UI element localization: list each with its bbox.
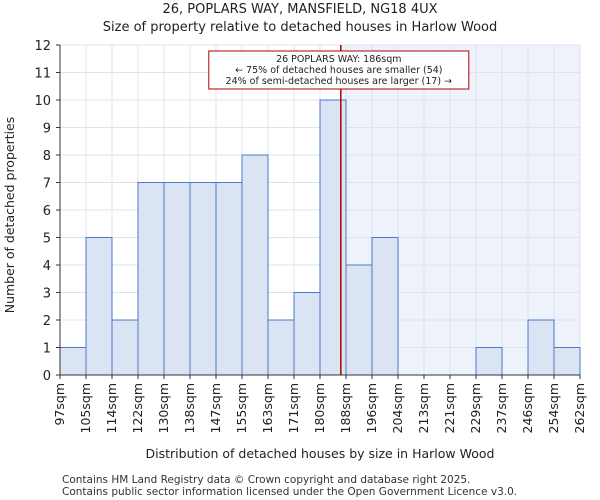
x-tick-label: 155sqm bbox=[234, 383, 249, 433]
histogram-bar bbox=[345, 264, 373, 376]
x-tick-label: 114sqm bbox=[104, 383, 119, 433]
y-tick-label: 2 bbox=[43, 314, 51, 329]
y-tick-label: 12 bbox=[34, 39, 51, 54]
x-tick-label: 188sqm bbox=[338, 383, 353, 433]
footer-licence: Contains public sector information licen… bbox=[62, 486, 518, 498]
histogram-bar bbox=[137, 182, 165, 376]
y-tick-label: 4 bbox=[43, 259, 51, 274]
x-axis-label: Distribution of detached houses by size … bbox=[146, 446, 495, 461]
histogram-bar bbox=[371, 237, 399, 376]
x-tick-label: 163sqm bbox=[260, 383, 275, 433]
annotation-line: ← 75% of detached houses are smaller (54… bbox=[235, 65, 442, 76]
x-tick-label: 97sqm bbox=[52, 383, 67, 426]
y-tick-label: 9 bbox=[43, 122, 51, 137]
y-tick-label: 10 bbox=[34, 94, 51, 109]
x-tick-label: 246sqm bbox=[520, 383, 535, 433]
annotation-line: 24% of semi-detached houses are larger (… bbox=[226, 76, 453, 87]
histogram-bar bbox=[189, 182, 217, 376]
histogram-bar bbox=[163, 182, 191, 376]
x-tick-label: 130sqm bbox=[156, 383, 171, 433]
x-tick-label: 254sqm bbox=[546, 383, 561, 433]
x-tick-label: 138sqm bbox=[182, 383, 197, 433]
x-tick-label: 213sqm bbox=[416, 383, 431, 433]
y-tick-label: 6 bbox=[43, 204, 51, 219]
x-tick-label: 237sqm bbox=[494, 383, 509, 433]
annotation-line: 26 POPLARS WAY: 186sqm bbox=[276, 54, 401, 65]
annotation-box bbox=[208, 50, 470, 90]
histogram-bar bbox=[85, 237, 113, 376]
x-tick-label: 171sqm bbox=[286, 383, 301, 433]
y-tick-label: 3 bbox=[43, 287, 51, 302]
histogram-bar bbox=[111, 319, 139, 376]
y-tick-label: 1 bbox=[43, 342, 51, 357]
histogram-bar bbox=[553, 347, 581, 376]
y-axis-label: Number of detached properties bbox=[2, 117, 17, 314]
y-tick-label: 11 bbox=[34, 67, 51, 82]
footer-copyright: Contains HM Land Registry data © Crown c… bbox=[62, 474, 471, 486]
x-tick-label: 180sqm bbox=[312, 383, 327, 433]
x-tick-label: 204sqm bbox=[390, 383, 405, 433]
x-tick-label: 147sqm bbox=[208, 383, 223, 433]
x-tick-label: 262sqm bbox=[572, 383, 587, 433]
chart-title: 26, POPLARS WAY, MANSFIELD, NG18 4UX bbox=[162, 2, 438, 17]
x-tick-label: 196sqm bbox=[364, 383, 379, 433]
histogram-bar bbox=[475, 347, 503, 376]
y-tick-label: 8 bbox=[43, 149, 51, 164]
histogram-bar bbox=[59, 347, 87, 376]
histogram-bar bbox=[241, 154, 269, 376]
y-tick-label: 7 bbox=[43, 177, 51, 192]
x-tick-label: 105sqm bbox=[78, 383, 93, 433]
histogram-bar bbox=[293, 292, 321, 376]
histogram-bar bbox=[527, 319, 555, 376]
x-tick-label: 229sqm bbox=[468, 383, 483, 433]
y-tick-label: 5 bbox=[43, 232, 51, 247]
histogram-bar bbox=[267, 319, 295, 376]
histogram-bar bbox=[319, 99, 347, 376]
x-tick-label: 221sqm bbox=[442, 383, 457, 433]
chart-subtitle: Size of property relative to detached ho… bbox=[102, 20, 498, 35]
x-tick-label: 122sqm bbox=[130, 383, 145, 433]
histogram-bar bbox=[215, 182, 243, 376]
y-tick-label: 0 bbox=[43, 369, 51, 384]
